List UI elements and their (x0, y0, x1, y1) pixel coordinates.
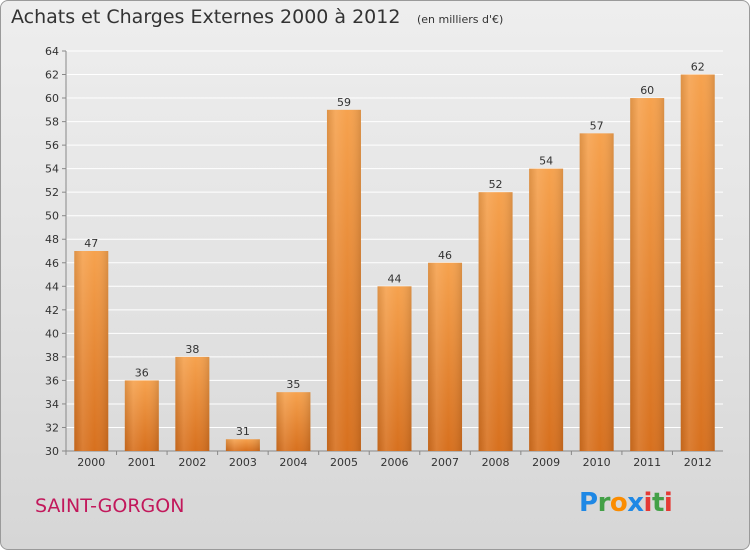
x-tick-label: 2006 (381, 456, 409, 469)
axes: 30 32 34 36 38 40 42 44 46 48 50 52 54 56 58 60 62 64 2000… (45, 45, 723, 469)
logo-letter: o (609, 488, 628, 518)
y-tick-label: 34 (45, 398, 59, 411)
logo-letter: P (579, 488, 598, 518)
logo-letter: i (643, 488, 653, 518)
proxiti-logo: Proxiti (579, 488, 673, 518)
x-tick-label: 2008 (482, 456, 510, 469)
labels: 47 36 38 31 35 59 44 46 52 54 57 60 62 (84, 61, 704, 439)
x-tick-label: 2012 (684, 456, 712, 469)
bar-shading (377, 286, 412, 451)
logo-letter: i (663, 488, 673, 518)
value-label: 59 (337, 96, 351, 109)
bar-shading (175, 356, 210, 451)
bar-shading (529, 168, 564, 451)
y-tick-label: 62 (45, 69, 59, 82)
y-tick-label: 44 (45, 280, 59, 293)
x-tick-label: 2009 (532, 456, 560, 469)
x-tick-label: 2010 (583, 456, 611, 469)
bar-shading (124, 380, 159, 451)
bar-shading (74, 251, 109, 451)
y-tick-label: 40 (45, 327, 59, 340)
y-tick-label: 54 (45, 163, 59, 176)
y-tick-label: 46 (45, 257, 59, 270)
bar-shading (579, 133, 614, 451)
value-label: 35 (286, 378, 300, 391)
chart-subtitle: (en milliers d'€) (417, 13, 504, 26)
value-label: 38 (185, 343, 199, 356)
value-label: 52 (489, 178, 503, 191)
bar-shading (478, 192, 513, 452)
bar-shading (680, 74, 715, 451)
x-tick-label: 2001 (128, 456, 156, 469)
value-label: 57 (590, 119, 604, 132)
value-label: 36 (135, 366, 149, 379)
y-tick-label: 36 (45, 374, 59, 387)
bar-shading (326, 109, 361, 451)
y-tick-label: 48 (45, 233, 59, 246)
y-tick-label: 32 (45, 421, 59, 434)
y-tick-label: 64 (45, 45, 59, 58)
x-tick-label: 2002 (178, 456, 206, 469)
bar-shading (276, 392, 311, 451)
bar-shading (428, 262, 463, 451)
x-tick-label: 2004 (279, 456, 307, 469)
bar-shading (225, 439, 260, 451)
y-tick-label: 38 (45, 351, 59, 364)
y-tick-label: 52 (45, 186, 59, 199)
town-name: SAINT-GORGON (35, 495, 185, 517)
value-label: 54 (539, 155, 553, 168)
y-tick-label: 30 (45, 445, 59, 458)
value-label: 44 (388, 272, 402, 285)
x-tick-label: 2003 (229, 456, 257, 469)
x-tick-label: 2007 (431, 456, 459, 469)
y-tick-label: 58 (45, 116, 59, 129)
logo-letter: x (627, 488, 644, 518)
y-tick-label: 42 (45, 304, 59, 317)
bars (74, 74, 715, 452)
y-tick-label: 50 (45, 210, 59, 223)
x-tick-label: 2000 (77, 456, 105, 469)
chart-title: Achats et Charges Externes 2000 à 2012 (11, 6, 401, 28)
logo-letter: r (597, 488, 611, 518)
value-label: 47 (84, 237, 98, 250)
y-tick-label: 60 (45, 92, 59, 105)
y-tick-label: 56 (45, 139, 59, 152)
value-label: 62 (691, 61, 705, 74)
x-tick-label: 2005 (330, 456, 358, 469)
value-label: 60 (640, 84, 654, 97)
value-label: 46 (438, 249, 452, 262)
value-label: 31 (236, 425, 250, 438)
x-tick-label: 2011 (633, 456, 661, 469)
bar-shading (630, 98, 665, 451)
logo-letter: t (651, 488, 664, 518)
